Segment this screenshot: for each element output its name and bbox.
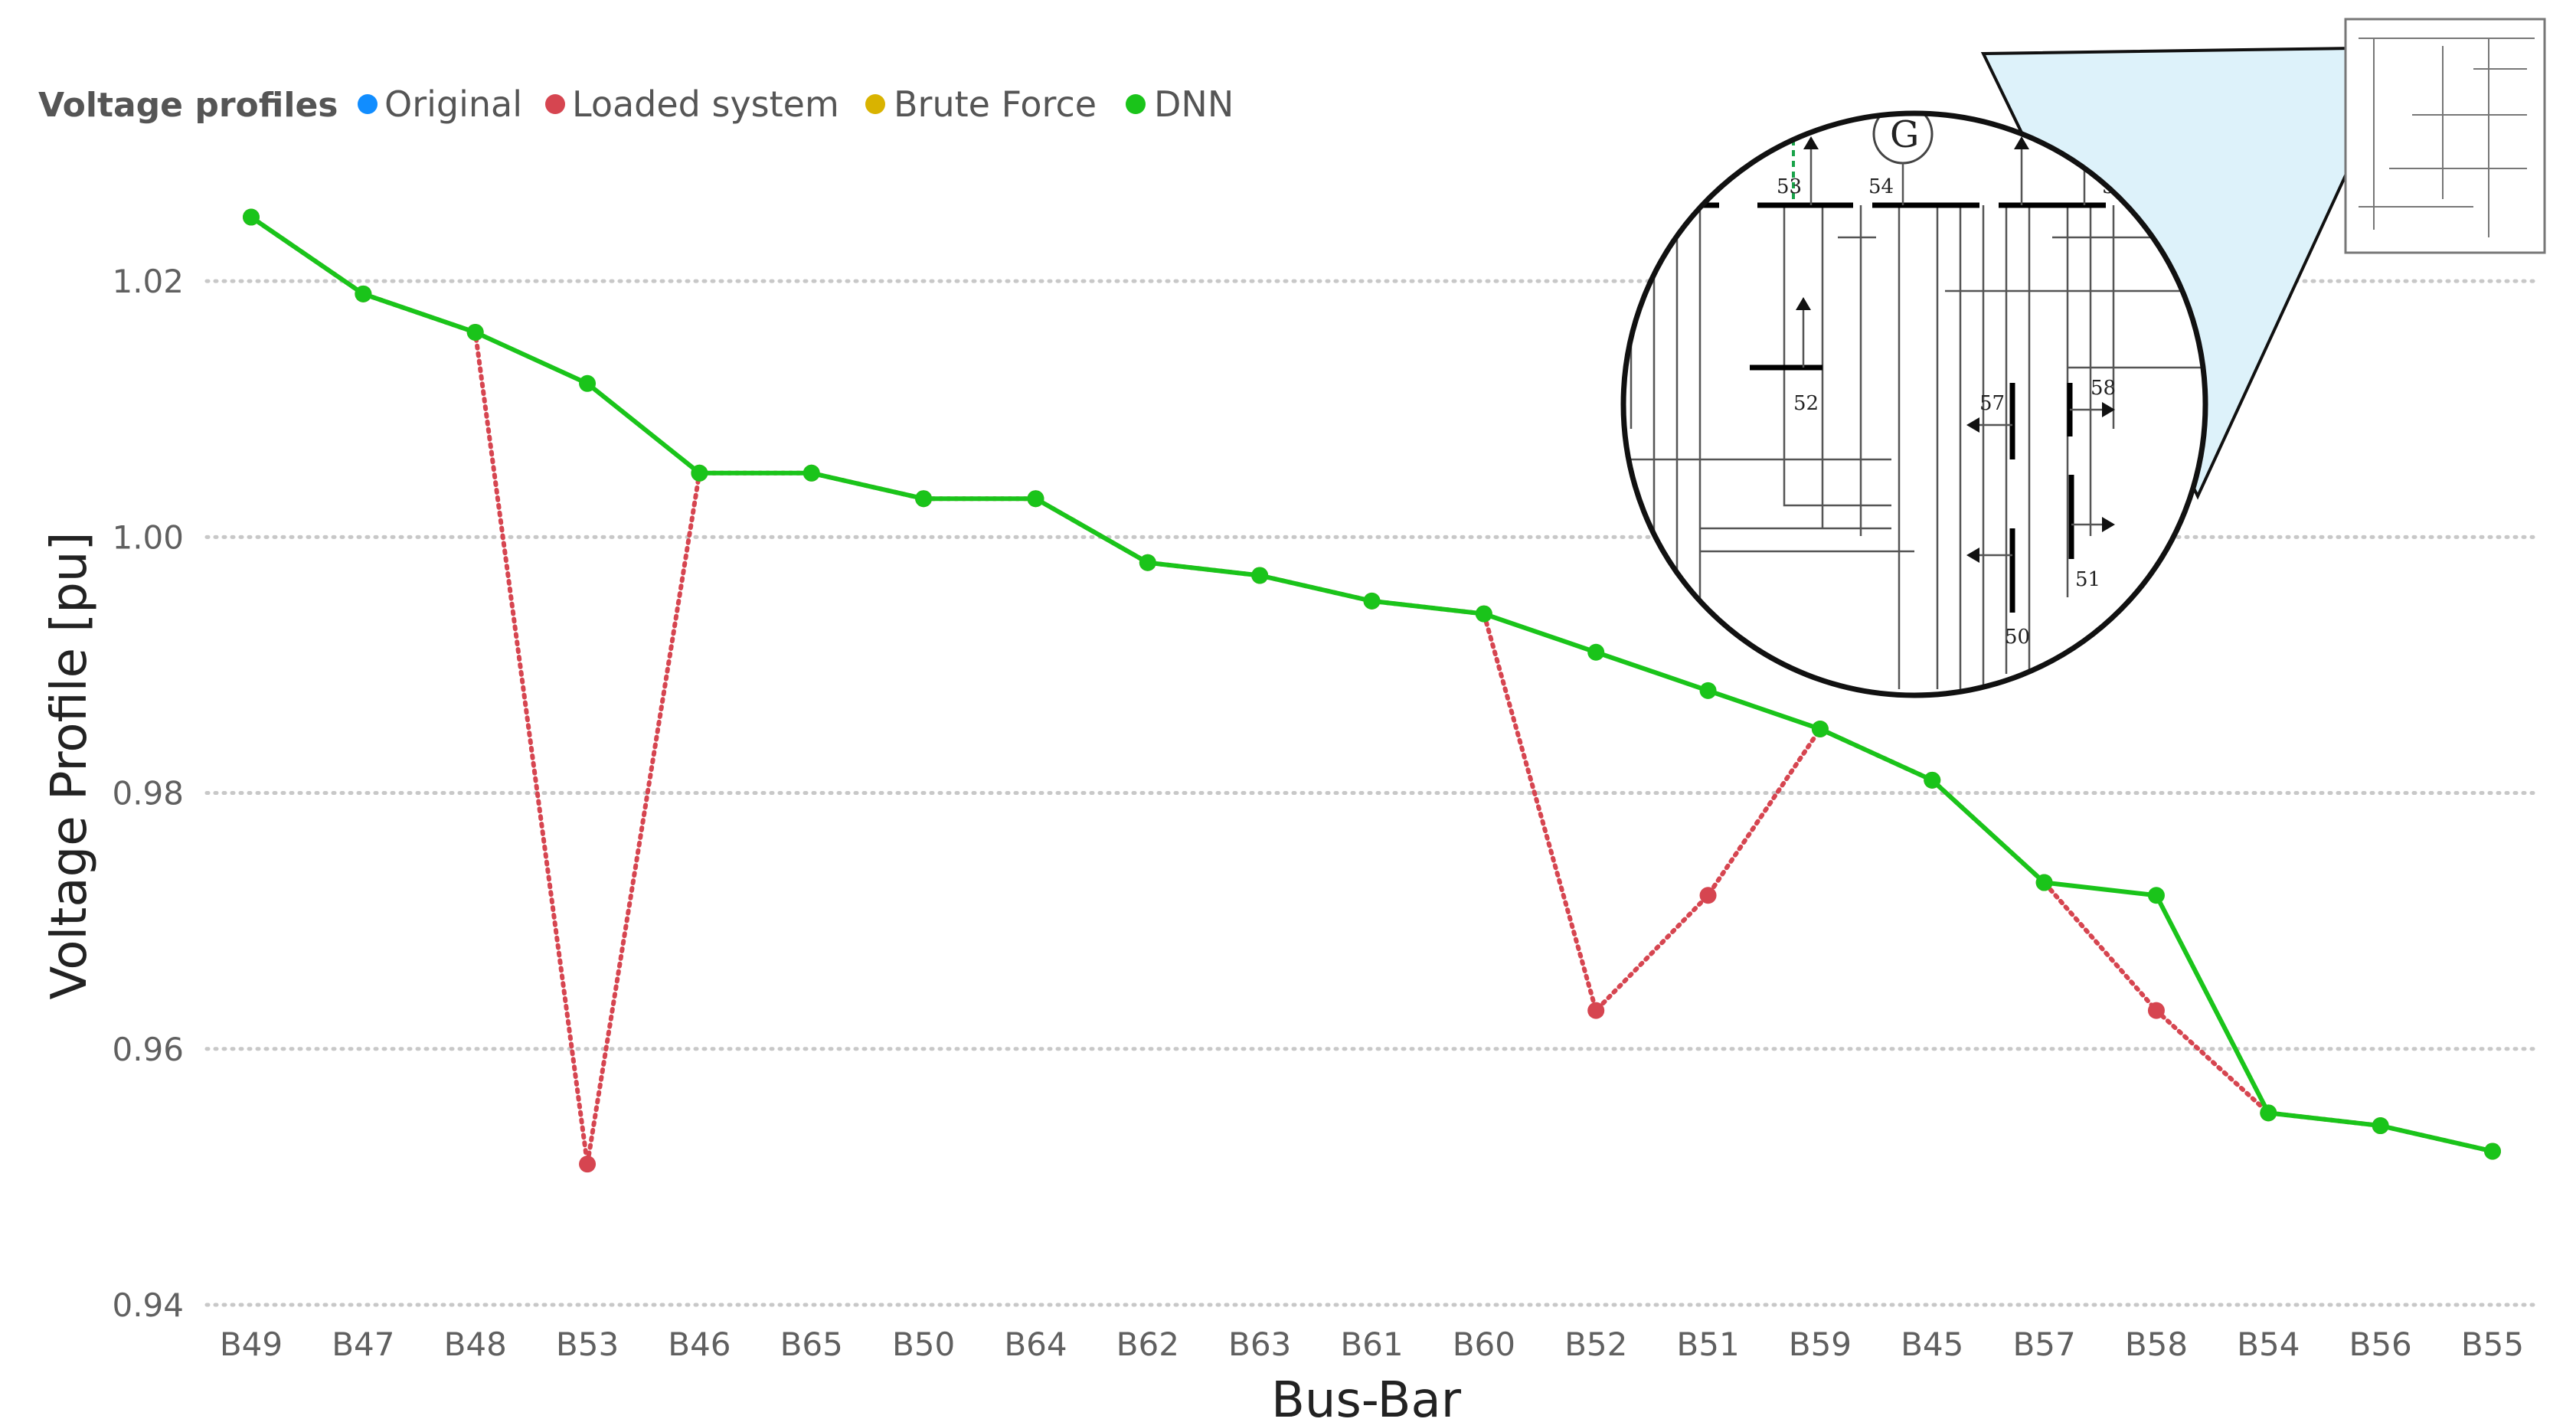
x-tick-label: B64	[1004, 1326, 1067, 1363]
x-tick-label: B58	[2125, 1326, 2188, 1363]
y-tick-label: 1.00	[112, 518, 184, 556]
data-point-loaded-system[interactable]	[1587, 1002, 1605, 1019]
legend-title: Voltage profiles	[38, 86, 338, 125]
data-point-dnn[interactable]	[691, 464, 708, 482]
zoom-lens-background	[1623, 113, 2205, 695]
data-point-dnn[interactable]	[1924, 771, 1941, 789]
x-tick-label: B57	[2012, 1326, 2075, 1363]
data-point-dnn[interactable]	[2484, 1143, 2501, 1160]
y-tick-label: 1.02	[112, 263, 184, 300]
x-tick-label: B46	[668, 1326, 731, 1363]
x-tick-label: B52	[1564, 1326, 1627, 1363]
data-point-dnn[interactable]	[1251, 567, 1269, 584]
legend-marker-original	[358, 94, 378, 114]
bus-label-52: 52	[1793, 392, 1819, 415]
x-tick-label: B65	[780, 1326, 843, 1363]
x-tick-label: B48	[444, 1326, 507, 1363]
x-tick-label: B55	[2461, 1326, 2524, 1363]
y-tick-label: 0.94	[112, 1286, 184, 1324]
data-point-dnn[interactable]	[466, 323, 484, 341]
bus-label-51: 51	[2075, 568, 2100, 591]
x-tick-label: B62	[1116, 1326, 1179, 1363]
legend-item-brute-force[interactable]: Brute Force	[865, 83, 1097, 125]
inset-zoom: G G RC 53 54 56 52 57 58 51 50	[1620, 18, 2546, 698]
bus-label-50: 50	[2005, 626, 2030, 649]
data-point-loaded-system[interactable]	[579, 1156, 597, 1173]
x-tick-label: B61	[1340, 1326, 1403, 1363]
bus-label-53: 53	[1777, 175, 1802, 198]
data-point-dnn[interactable]	[579, 374, 597, 392]
data-point-dnn[interactable]	[1475, 605, 1492, 623]
x-axis-title: Bus-Bar	[1271, 1372, 1462, 1422]
data-point-dnn[interactable]	[2035, 874, 2053, 891]
gridlines	[204, 279, 2541, 1307]
bus-label-57: 57	[1979, 392, 2005, 415]
data-point-dnn[interactable]	[243, 208, 260, 226]
legend-item-original[interactable]: Original	[358, 83, 522, 125]
zoom-lens-border	[1620, 110, 2208, 698]
thumbnail-schematic	[2344, 18, 2546, 254]
data-point-dnn[interactable]	[355, 285, 372, 302]
legend-marker-brute-force	[865, 94, 885, 114]
data-point-dnn[interactable]	[1139, 554, 1156, 571]
x-tick-label: B45	[1901, 1326, 1963, 1363]
x-tick-label: B63	[1228, 1326, 1291, 1363]
data-point-dnn[interactable]	[2147, 887, 2165, 904]
legend-item-loaded-system[interactable]: Loaded system	[545, 83, 839, 125]
x-tick-label: B50	[892, 1326, 955, 1363]
legend-label-brute-force: Brute Force	[894, 83, 1097, 125]
x-tick-label: B53	[556, 1326, 619, 1363]
y-axis-title: Voltage Profile [pu]	[41, 532, 98, 1000]
series-dnn	[243, 208, 2501, 1160]
data-point-dnn[interactable]	[915, 490, 933, 508]
x-tick-label: B54	[2237, 1326, 2300, 1363]
rc-label: RC	[1771, 94, 1792, 113]
data-point-dnn[interactable]	[1811, 721, 1829, 737]
legend-item-dnn[interactable]: DNN	[1126, 83, 1234, 125]
x-tick-label: B59	[1789, 1326, 1852, 1363]
x-tick-label: B60	[1453, 1326, 1515, 1363]
bus-label-58: 58	[2091, 377, 2116, 400]
data-point-dnn[interactable]	[1587, 643, 1605, 661]
rc-box	[1751, 113, 1818, 119]
y-tick-label: 0.96	[112, 1031, 184, 1068]
legend-marker-dnn	[1126, 94, 1146, 114]
data-point-dnn[interactable]	[2260, 1104, 2277, 1122]
data-point-dnn[interactable]	[1363, 592, 1381, 610]
x-tick-label: B47	[332, 1326, 394, 1363]
data-point-dnn[interactable]	[2372, 1117, 2389, 1135]
legend-label-original: Original	[384, 83, 522, 125]
data-point-dnn[interactable]	[1027, 490, 1044, 508]
legend-label-loaded-system: Loaded system	[572, 83, 839, 125]
bus-label-54: 54	[1868, 175, 1894, 198]
x-axis-ticks: B49 B47 B48 B53 B46 B65 B50 B64 B62 B63 B61 B60 B52 B…	[220, 1326, 2524, 1363]
y-tick-label: 0.98	[112, 775, 184, 812]
legend-marker-loaded-system	[545, 94, 565, 114]
data-point-dnn[interactable]	[1699, 682, 1717, 699]
x-tick-label: B51	[1676, 1326, 1739, 1363]
series	[243, 208, 2501, 1173]
legend-label-dnn: DNN	[1154, 83, 1234, 125]
data-point-loaded-system[interactable]	[1699, 887, 1717, 904]
data-point-dnn[interactable]	[803, 464, 820, 482]
y-axis-ticks: 0.94 0.96 0.98 1.00 1.02	[112, 263, 184, 1324]
data-point-loaded-system[interactable]	[2147, 1002, 2165, 1019]
legend: Voltage profiles Original Loaded system …	[38, 83, 1234, 125]
generator-label-1: G	[1890, 113, 1919, 156]
x-tick-label: B49	[220, 1326, 283, 1363]
x-tick-label: B56	[2349, 1326, 2412, 1363]
thumbnail-lines	[2359, 38, 2535, 237]
